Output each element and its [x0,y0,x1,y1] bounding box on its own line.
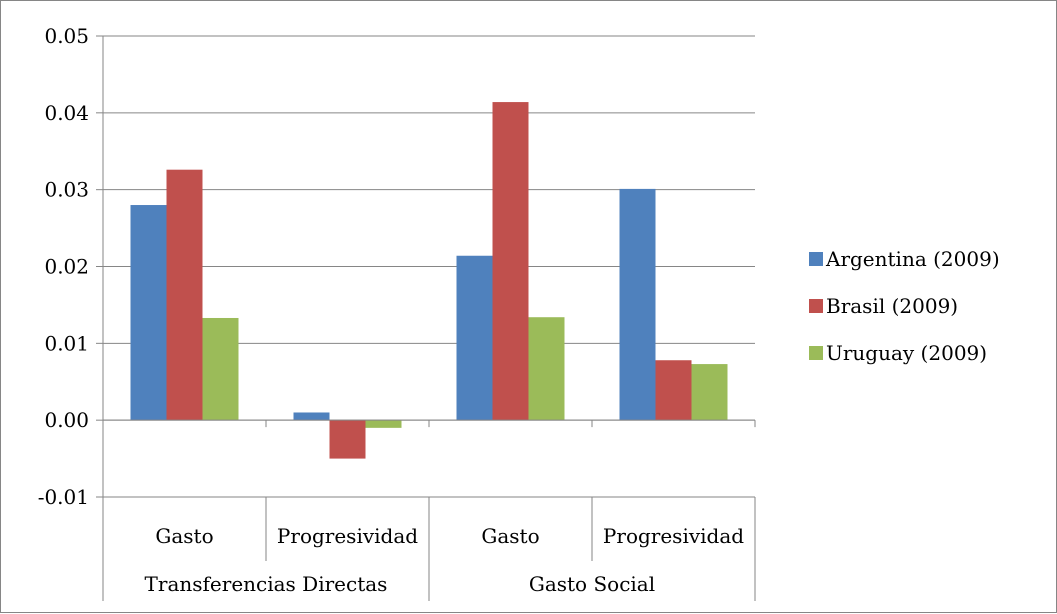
axes [96,35,756,601]
bar [619,188,656,421]
bar [528,317,565,421]
bar [329,420,366,459]
bar [202,317,239,421]
category-label: Progresividad [603,524,744,548]
bar [691,364,728,421]
legend-swatch [809,299,823,313]
group-label: Transferencias Directas [145,572,388,596]
y-tick-label: 0.00 [44,408,89,432]
bar [166,169,203,421]
bar [655,360,692,421]
y-tick-label: -0.01 [38,485,89,509]
category-label: Gasto [155,524,213,548]
y-tick-label: 0.02 [44,255,89,279]
legend-label: Argentina (2009) [825,247,1000,271]
bar [365,420,402,428]
legend-swatch [809,252,823,266]
bar [456,255,493,421]
y-tick-label: 0.04 [44,101,89,125]
bar [492,102,529,421]
axis-labels: -0.01 0.00 0.01 0.02 0.03 0.04 0.05 Gasto Progre… [38,24,745,596]
y-tick-label: 0.01 [44,331,89,355]
y-tick-label: 0.03 [44,178,89,202]
y-tick-label: 0.05 [44,24,89,48]
legend-label: Brasil (2009) [826,294,958,318]
bars [130,102,728,459]
bar [130,205,167,421]
legend-label: Uruguay (2009) [826,341,987,365]
group-label: Gasto Social [529,572,655,596]
category-label: Progresividad [277,524,418,548]
bar [293,412,330,421]
legend: Argentina (2009) Brasil (2009) Uruguay (20… [809,247,1000,365]
legend-swatch [809,346,823,360]
category-label: Gasto [481,524,539,548]
